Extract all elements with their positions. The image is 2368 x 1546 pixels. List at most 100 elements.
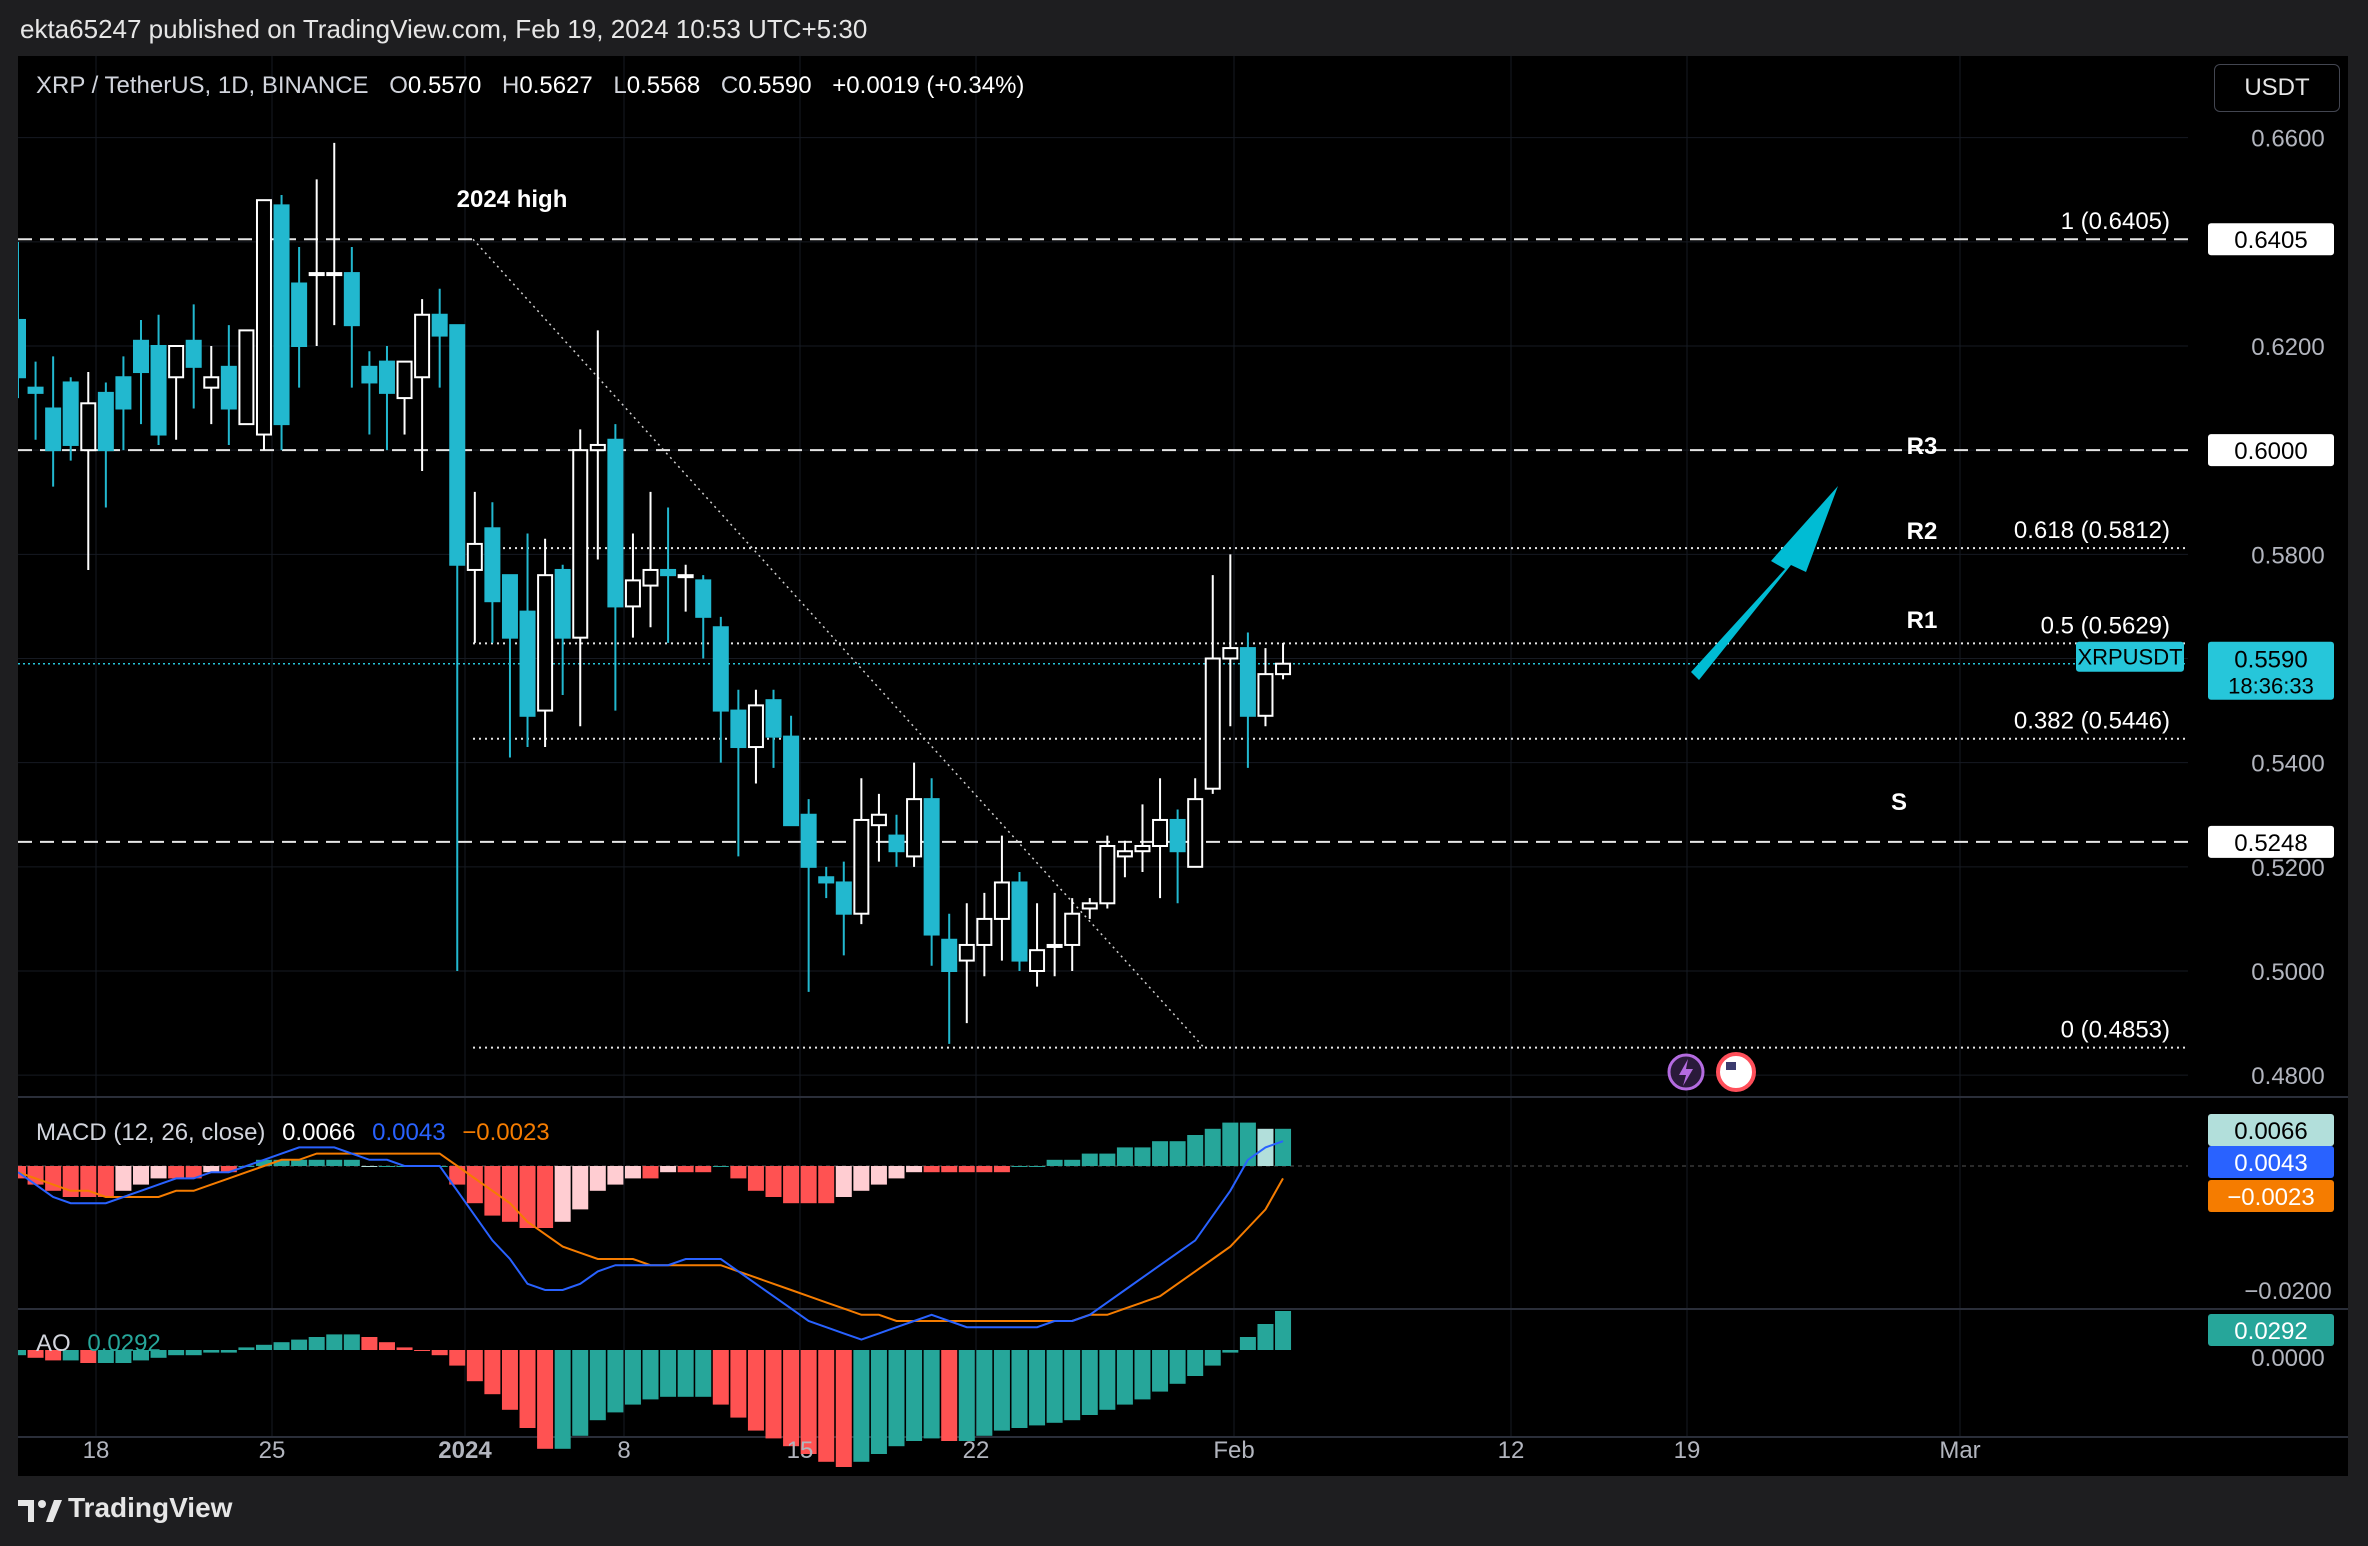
candle	[1257, 648, 1274, 727]
ao-bar	[624, 1350, 641, 1405]
candle-body	[1134, 845, 1151, 853]
chart-canvas[interactable]: 1 (0.6405) 0.618 (0.5812) 0.5 (0.5629) 0.38…	[18, 56, 2348, 1476]
candle	[308, 179, 325, 346]
candle-body	[203, 376, 220, 389]
ao-bar	[923, 1350, 940, 1439]
macd-histogram-bar	[466, 1166, 483, 1204]
price-tick-label: 0.5000	[2251, 959, 2324, 986]
macd-histogram-bar	[501, 1166, 518, 1222]
candle-body	[62, 381, 79, 446]
open-label: O	[389, 72, 408, 99]
ao-bar	[80, 1350, 97, 1363]
ao-bar	[132, 1350, 149, 1361]
candle	[396, 360, 413, 435]
macd-histogram-bar	[132, 1166, 149, 1185]
candle-body	[396, 360, 413, 400]
candle	[1152, 778, 1169, 899]
candle	[519, 533, 536, 748]
candle	[343, 247, 360, 388]
candle	[431, 288, 448, 388]
candle	[853, 778, 870, 925]
low-value-group: L0.5568	[613, 72, 700, 99]
ao-bar	[783, 1350, 800, 1447]
close-label: C	[720, 72, 739, 99]
candle-body	[414, 313, 431, 379]
symbol-tag	[2076, 641, 2184, 672]
candle	[1081, 898, 1098, 919]
ao-bar	[941, 1350, 958, 1441]
ao-bar	[712, 1350, 729, 1405]
macd-histogram-bar	[291, 1159, 308, 1166]
price-axis: 0.4800 0.5000 0.5200 0.5400 0.5800 0.6200 0.66…	[2076, 126, 2334, 1090]
macd-legend: MACD (12, 26, close) 0.0066 0.0043 −0.00…	[36, 1119, 550, 1147]
macd-tick-label: −0.0200	[2244, 1278, 2331, 1305]
candle	[870, 793, 887, 862]
candle	[255, 199, 272, 451]
candle	[1099, 835, 1116, 909]
macd-histogram-bar	[677, 1166, 694, 1173]
candle	[624, 533, 641, 638]
macd-histogram-bar	[1046, 1159, 1063, 1166]
candle	[589, 330, 606, 560]
candle-body	[712, 626, 729, 712]
macd-histogram-bar	[888, 1166, 905, 1179]
level-price-tag-text: 0.6000	[2234, 438, 2307, 465]
candle-body	[554, 568, 571, 639]
macd-histogram-bar	[45, 1166, 62, 1191]
ao-bar	[378, 1342, 395, 1350]
macd-histogram-bar	[1187, 1135, 1204, 1166]
ao-bar	[501, 1350, 518, 1410]
macd-histogram-bar	[730, 1166, 747, 1179]
ao-bar	[906, 1350, 923, 1441]
currency-button[interactable]: USDT	[2214, 64, 2340, 112]
candle-body	[501, 574, 518, 639]
time-tick-label: 15	[787, 1437, 814, 1464]
candle-body	[80, 402, 97, 452]
macd-value-tag-text: 0.0066	[2234, 1118, 2307, 1145]
ao-bar	[747, 1350, 764, 1431]
macd-histogram-bar	[976, 1166, 993, 1173]
time-tick-label: 22	[963, 1437, 990, 1464]
annotations: 2024 high R3 R2 R1 S	[457, 186, 1938, 1092]
ao-bar	[730, 1350, 747, 1418]
candle	[80, 372, 97, 570]
candle-body	[1011, 881, 1028, 962]
annotation-label: R2	[1907, 518, 1938, 545]
annotation-label: R3	[1907, 433, 1938, 460]
ao-bar	[695, 1350, 712, 1397]
macd-histogram-bar	[361, 1166, 378, 1167]
macd-histogram-bar	[273, 1159, 290, 1166]
candle	[1011, 872, 1028, 971]
candle	[1169, 809, 1186, 904]
ao-bar	[291, 1339, 308, 1350]
fib-label: 0.618 (0.5812)	[2014, 517, 2170, 544]
ao-bar	[1204, 1350, 1221, 1366]
ao-bar	[1222, 1350, 1239, 1353]
candle-body	[695, 579, 712, 618]
macd-histogram-bar	[449, 1166, 466, 1185]
candle-body	[115, 376, 132, 410]
candle-body	[484, 527, 501, 603]
candle-body	[1257, 673, 1274, 717]
candle	[572, 429, 589, 727]
candle-body	[677, 574, 694, 579]
candle	[291, 247, 308, 388]
ao-bar	[765, 1350, 782, 1439]
candle	[941, 913, 958, 1044]
open-value-group: O0.5570	[389, 72, 481, 99]
candle-body	[747, 704, 764, 749]
macd-histogram-bar	[906, 1166, 923, 1173]
ao-bar	[45, 1350, 62, 1361]
candle	[695, 575, 712, 659]
candle-body	[27, 386, 44, 394]
macd-histogram-bar	[958, 1166, 975, 1173]
candle-body	[1187, 798, 1204, 868]
chart-frame[interactable]: 1 (0.6405) 0.618 (0.5812) 0.5 (0.5629) 0.38…	[18, 56, 2348, 1476]
macd-value-tag	[2208, 1114, 2334, 1146]
ao-bar	[1011, 1350, 1028, 1428]
change-value: +0.0019 (+0.34%)	[832, 72, 1025, 99]
candle	[220, 325, 237, 445]
candle	[993, 835, 1010, 961]
candle	[27, 361, 44, 440]
close-value: 0.5590	[738, 72, 812, 99]
